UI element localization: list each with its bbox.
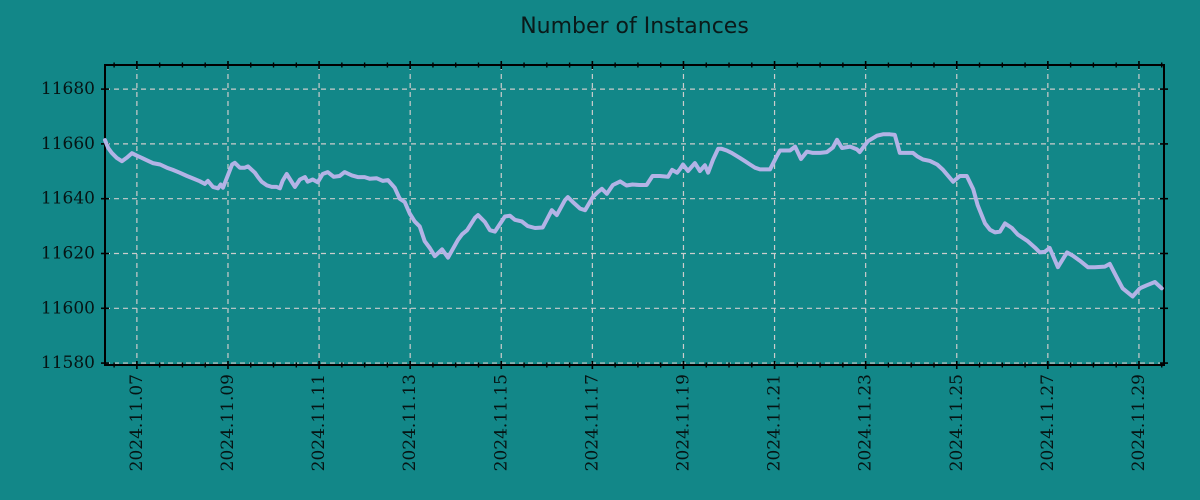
x-tick-label: 2024.11.11 — [309, 374, 329, 471]
x-tick-label: 2024.11.21 — [765, 374, 785, 471]
x-tick-label: 2024.11.23 — [856, 374, 876, 471]
data-line-instances — [103, 132, 1164, 299]
y-tick-label: 11660 — [41, 134, 95, 154]
y-tick-label: 11620 — [41, 243, 95, 263]
chart-title: Number of Instances — [520, 14, 749, 39]
x-tick-label: 2024.11.27 — [1038, 374, 1058, 471]
x-tick-label: 2024.11.15 — [491, 374, 511, 471]
y-tick-label: 11640 — [41, 189, 95, 209]
y-tick-label: 11580 — [41, 353, 95, 373]
plot-border — [104, 64, 1165, 366]
x-tick-label: 2024.11.07 — [127, 374, 147, 471]
y-tick-label: 11600 — [41, 298, 95, 318]
x-tick-label: 2024.11.09 — [218, 374, 238, 471]
x-tick-label: 2024.11.19 — [673, 374, 693, 471]
x-tick-label: 2024.11.17 — [582, 374, 602, 471]
x-tick-label: 2024.11.25 — [947, 374, 967, 471]
y-tick-label: 11680 — [41, 79, 95, 99]
x-tick-label: 2024.11.13 — [400, 374, 420, 471]
x-tick-label: 2024.11.29 — [1129, 374, 1149, 471]
